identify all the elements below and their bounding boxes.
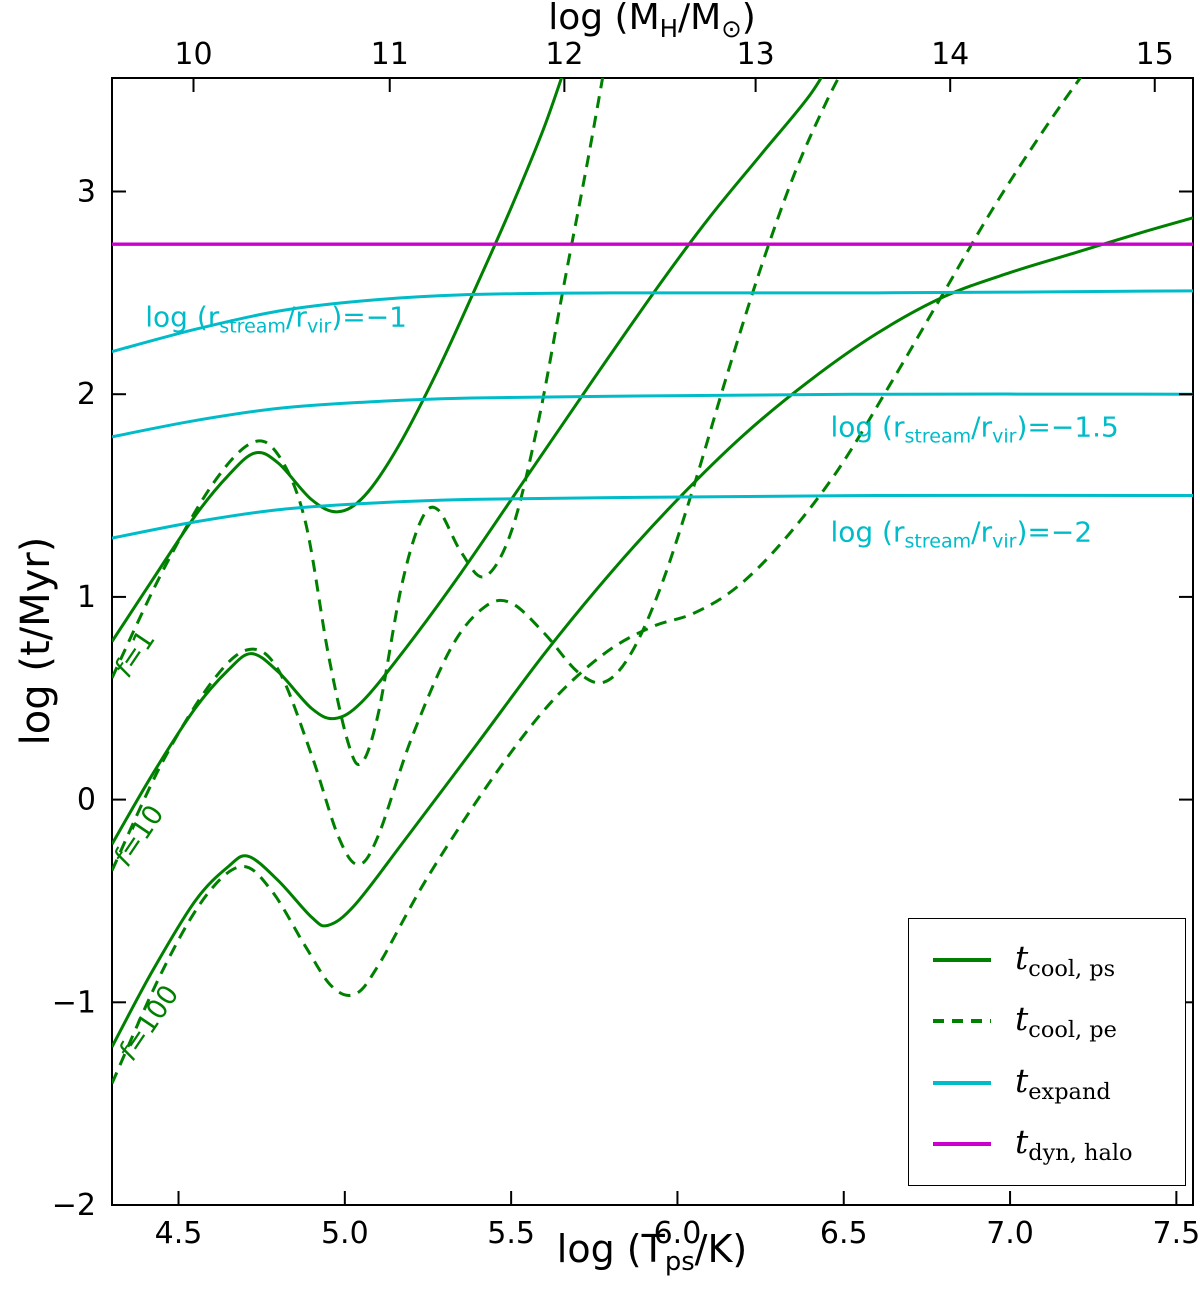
top-tick-label: 10 — [174, 37, 212, 72]
y-tick-label: 0 — [77, 783, 96, 818]
x-tick-label: 5.0 — [321, 1216, 369, 1251]
stream-ratio-label-2: log (rstream/rvir)=−2 — [830, 515, 1093, 553]
x-axis-label: log (Tps/K) — [556, 1226, 748, 1278]
legend-line-solid-magenta — [933, 1142, 991, 1147]
legend-item-tcool-pe: tcool, pe — [933, 999, 1161, 1043]
top-axis-label: log (MH/M⊙) — [548, 0, 756, 43]
legend-item-tcool-ps: tcool, ps — [933, 938, 1161, 982]
y-tick-label: 3 — [77, 175, 96, 210]
legend-label: tdyn, halo — [1015, 1122, 1133, 1167]
x-tick-label: 7.0 — [986, 1216, 1034, 1251]
x-tick-label: 6.0 — [654, 1216, 702, 1251]
legend: tcool, ps tcool, pe texpand tdyn, halo — [908, 918, 1186, 1186]
top-tick-label: 13 — [737, 37, 775, 72]
legend-line-solid-green — [933, 957, 991, 962]
stream-ratio-label-1: log (rstream/rvir)=−1 — [145, 300, 407, 338]
y-tick-label: 2 — [77, 377, 96, 412]
y-tick-label: −2 — [52, 1188, 96, 1223]
curve-t-cool-pe-f-100 — [112, 78, 1083, 1084]
curve-t-cool-ps-f-10 — [112, 78, 823, 845]
curve-t-cool-pe-f-10 — [112, 78, 841, 872]
curve-t-expand-log-r-stream-r-vir-2 — [112, 493, 1193, 540]
top-tick-label: 11 — [371, 37, 409, 72]
curve-t-cool-pe-f-1 — [112, 78, 605, 767]
y-tick-label: −1 — [52, 985, 96, 1020]
top-tick-label: 14 — [931, 37, 969, 72]
x-tick-label: 7.5 — [1153, 1216, 1200, 1251]
x-tick-label: 5.5 — [487, 1216, 535, 1251]
top-tick-label: 15 — [1136, 37, 1174, 72]
legend-label: tcool, pe — [1015, 999, 1117, 1044]
curve-t-cool-ps-f-100 — [112, 216, 1193, 1048]
legend-item-tdyn-halo: tdyn, halo — [933, 1122, 1161, 1166]
y-tick-label: 1 — [77, 580, 96, 615]
x-tick-label: 4.5 — [155, 1216, 203, 1251]
curve-t-expand-log-r-stream-r-vir-1 — [112, 289, 1193, 354]
top-tick-label: 12 — [545, 37, 583, 72]
legend-line-dashed-green — [933, 1019, 991, 1024]
y-axis-label: log (t/Myr) — [13, 536, 59, 746]
legend-label: tcool, ps — [1015, 937, 1116, 982]
curve-t-expand-log-r-stream-r-vir-1-5 — [112, 392, 1193, 439]
stream-ratio-label-1p5: log (rstream/rvir)=−1.5 — [830, 410, 1119, 448]
curves-group — [112, 78, 1193, 1084]
legend-label: texpand — [1015, 1060, 1111, 1105]
x-tick-label: 6.5 — [820, 1216, 868, 1251]
curve-t-cool-ps-f-1 — [112, 78, 564, 643]
legend-item-texpand: texpand — [933, 1061, 1161, 1105]
legend-line-solid-cyan — [933, 1080, 991, 1085]
